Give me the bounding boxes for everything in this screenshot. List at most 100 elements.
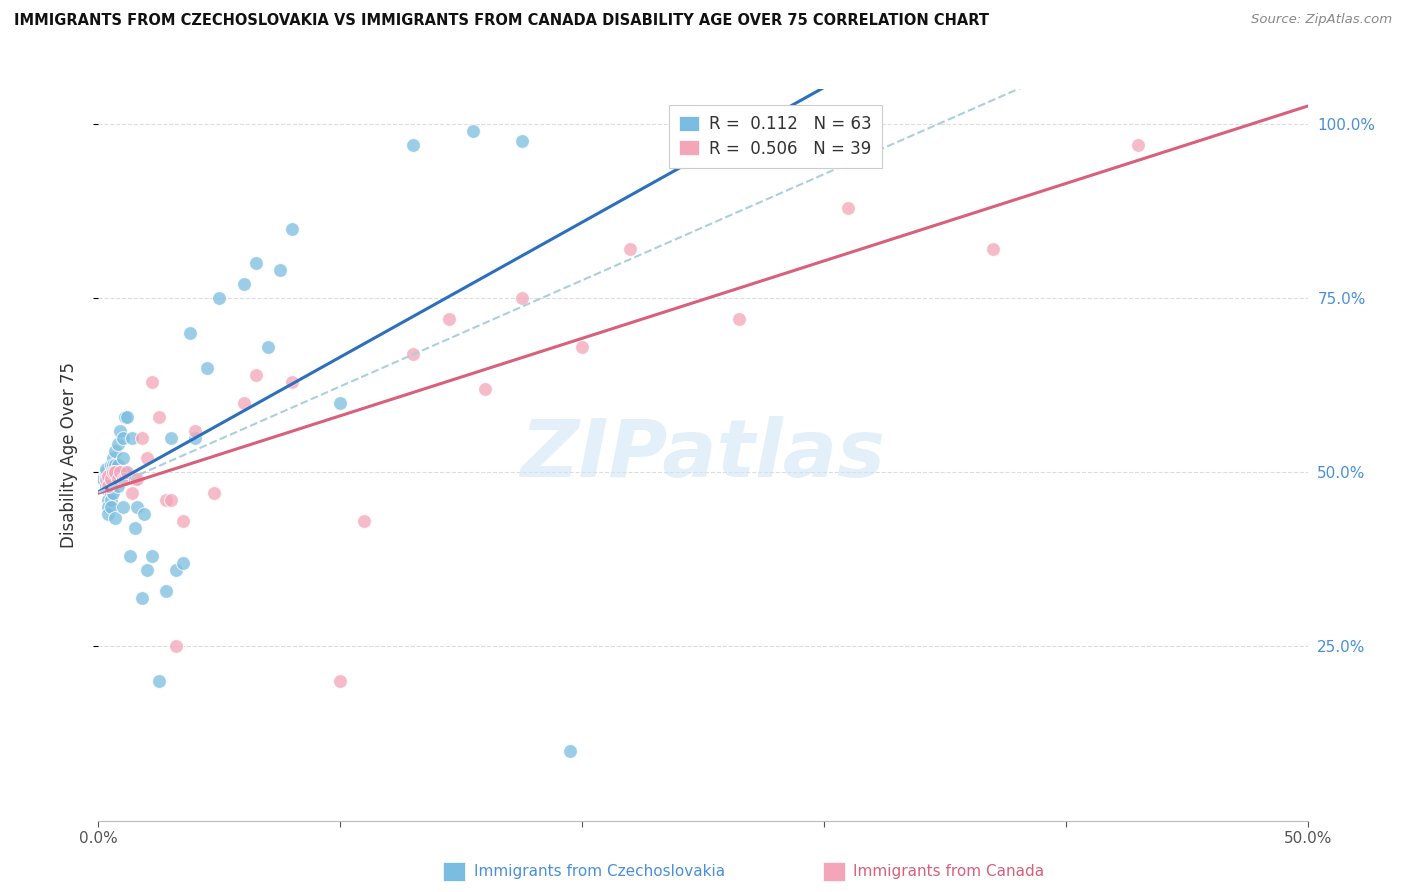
Point [981, 243, 1004, 257]
Point [1128, 137, 1150, 152]
Point [94, 462, 117, 476]
Point [111, 472, 134, 486]
Point [155, 493, 177, 508]
Point [728, 312, 751, 326]
Point [107, 437, 129, 451]
Point [100, 458, 122, 473]
Text: ZIPatlas: ZIPatlas [520, 416, 886, 494]
Point [232, 395, 254, 409]
Point [97, 500, 120, 515]
Point [165, 640, 187, 654]
Point [141, 549, 163, 563]
Point [94, 466, 117, 480]
Point [329, 674, 352, 689]
Point [107, 458, 129, 473]
Point [160, 430, 183, 444]
Point [558, 744, 581, 758]
Point [121, 486, 143, 500]
Y-axis label: Disability Age Over 75: Disability Age Over 75 [59, 362, 77, 548]
Point [127, 472, 149, 486]
Point [104, 472, 127, 486]
Point [135, 451, 157, 466]
Text: IMMIGRANTS FROM CZECHOSLOVAKIA VS IMMIGRANTS FROM CANADA DISABILITY AGE OVER 75 : IMMIGRANTS FROM CZECHOSLOVAKIA VS IMMIGR… [14, 13, 988, 29]
Point [353, 514, 375, 528]
Point [111, 451, 134, 466]
Point [668, 124, 690, 138]
Point [571, 340, 593, 354]
Point [148, 674, 170, 689]
Legend: R =  0.112   N = 63, R =  0.506   N = 39: R = 0.112 N = 63, R = 0.506 N = 39 [669, 105, 882, 168]
Point [329, 395, 352, 409]
Point [100, 493, 122, 508]
Text: Source: ZipAtlas.com: Source: ZipAtlas.com [1251, 13, 1392, 27]
Point [208, 291, 231, 305]
Point [281, 221, 304, 235]
Point [124, 521, 146, 535]
Point [108, 466, 131, 480]
Point [111, 430, 134, 444]
Point [107, 472, 129, 486]
Point [463, 124, 485, 138]
Point [114, 472, 136, 486]
Point [619, 243, 641, 257]
Point [195, 360, 218, 375]
Point [131, 591, 153, 605]
Point [114, 466, 136, 480]
Point [100, 500, 122, 515]
Point [121, 430, 143, 444]
Point [117, 466, 139, 480]
Point [402, 347, 425, 361]
Point [91, 472, 114, 486]
Point [114, 409, 136, 424]
Point [256, 340, 278, 354]
Point [108, 466, 131, 480]
Point [97, 483, 120, 497]
Point [94, 479, 117, 493]
Point [107, 479, 129, 493]
Point [179, 326, 201, 340]
Point [104, 510, 127, 524]
Point [402, 137, 425, 152]
Point [104, 444, 127, 458]
Point [184, 424, 207, 438]
Point [134, 507, 156, 521]
Point [100, 472, 122, 486]
Point [127, 500, 149, 515]
Point [101, 486, 124, 500]
Point [437, 312, 460, 326]
Point [172, 556, 194, 570]
Point [232, 277, 254, 292]
Point [135, 563, 157, 577]
Point [101, 458, 124, 473]
Point [204, 486, 226, 500]
Point [100, 486, 122, 500]
Point [100, 472, 122, 486]
Point [100, 466, 122, 480]
Point [101, 466, 124, 480]
Text: Immigrants from Czechoslovakia: Immigrants from Czechoslovakia [474, 864, 725, 879]
Point [104, 466, 127, 480]
Point [97, 479, 120, 493]
Point [281, 375, 304, 389]
Point [184, 430, 207, 444]
Point [131, 430, 153, 444]
Point [124, 472, 146, 486]
Point [100, 475, 122, 490]
Point [160, 493, 183, 508]
Point [104, 458, 127, 473]
Point [245, 368, 267, 382]
Point [510, 135, 533, 149]
Point [97, 468, 120, 483]
Point [155, 583, 177, 598]
Point [837, 201, 859, 215]
Point [97, 493, 120, 508]
Point [118, 549, 141, 563]
Point [474, 382, 496, 396]
Point [269, 263, 291, 277]
Point [245, 256, 267, 270]
Point [510, 291, 533, 305]
Point [94, 472, 117, 486]
Point [141, 375, 163, 389]
Point [165, 563, 187, 577]
Point [108, 424, 131, 438]
